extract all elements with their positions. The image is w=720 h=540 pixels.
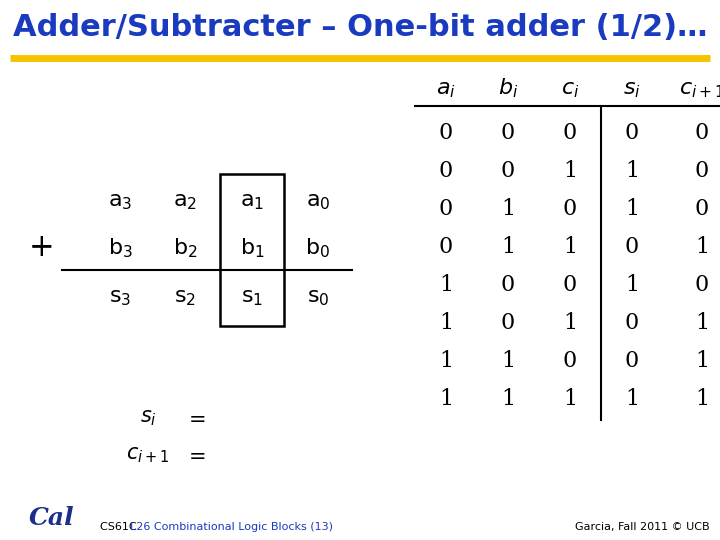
Text: 1: 1 [625,160,639,181]
Text: 1: 1 [439,388,453,410]
Text: $\mathrm{b}_3$: $\mathrm{b}_3$ [107,236,132,260]
Text: $\mathrm{a}_1$: $\mathrm{a}_1$ [240,192,264,212]
Text: 0: 0 [439,122,453,144]
Text: L26 Combinational Logic Blocks (13): L26 Combinational Logic Blocks (13) [130,522,333,532]
Text: 1: 1 [625,198,639,220]
Text: 1: 1 [695,388,709,410]
Text: 0: 0 [563,349,577,372]
Text: 0: 0 [625,235,639,258]
Text: $c_{i+1}$: $c_{i+1}$ [679,80,720,100]
Text: 1: 1 [563,388,577,410]
Text: 1: 1 [563,160,577,181]
Text: $\mathrm{s}_3$: $\mathrm{s}_3$ [109,288,131,308]
Text: 1: 1 [501,198,515,220]
Text: $\mathrm{b}_0$: $\mathrm{b}_0$ [305,236,330,260]
Text: 0: 0 [695,198,709,220]
Text: $s_i$: $s_i$ [623,80,641,100]
Text: 0: 0 [501,312,515,334]
Text: 1: 1 [501,349,515,372]
Text: 1: 1 [695,235,709,258]
Text: $\mathrm{s}_0$: $\mathrm{s}_0$ [307,288,329,308]
Text: 0: 0 [695,274,709,295]
Text: 1: 1 [501,235,515,258]
Text: 0: 0 [439,235,453,258]
Text: 0: 0 [563,198,577,220]
Text: 1: 1 [439,274,453,295]
Text: $c_{i+1}$: $c_{i+1}$ [126,445,170,465]
Text: Adder/Subtracter – One-bit adder (1/2)…: Adder/Subtracter – One-bit adder (1/2)… [13,14,707,43]
Text: $a_i$: $a_i$ [436,80,456,100]
Text: 0: 0 [563,274,577,295]
Text: $\mathrm{a}_0$: $\mathrm{a}_0$ [306,192,330,212]
Text: 1: 1 [501,388,515,410]
Text: $\mathrm{a}_2$: $\mathrm{a}_2$ [173,192,197,212]
Text: 1: 1 [625,388,639,410]
Text: $s_i$: $s_i$ [140,408,156,428]
Text: 0: 0 [625,349,639,372]
Text: $=$: $=$ [184,408,206,428]
Text: 1: 1 [695,349,709,372]
Text: 1: 1 [563,312,577,334]
Text: 0: 0 [625,312,639,334]
Text: 1: 1 [563,235,577,258]
Text: 0: 0 [695,160,709,181]
Text: $c_i$: $c_i$ [561,80,579,100]
Text: 0: 0 [439,160,453,181]
Text: CS61C: CS61C [100,522,140,532]
Text: $b_i$: $b_i$ [498,76,518,100]
Text: $=$: $=$ [184,445,206,465]
Text: 0: 0 [563,122,577,144]
Text: $\mathrm{s}_1$: $\mathrm{s}_1$ [241,288,263,308]
Text: 1: 1 [439,349,453,372]
Text: $\mathrm{a}_3$: $\mathrm{a}_3$ [108,192,132,212]
Text: 1: 1 [695,312,709,334]
Text: $\mathrm{b}_1$: $\mathrm{b}_1$ [240,236,264,260]
Text: 0: 0 [501,274,515,295]
Text: 1: 1 [625,274,639,295]
Text: Garcia, Fall 2011 © UCB: Garcia, Fall 2011 © UCB [575,522,710,532]
Text: 0: 0 [695,122,709,144]
Text: 0: 0 [501,122,515,144]
Text: $\mathrm{b}_2$: $\mathrm{b}_2$ [173,236,197,260]
Text: +: + [30,233,55,264]
Text: 0: 0 [501,160,515,181]
Text: $\mathrm{s}_2$: $\mathrm{s}_2$ [174,288,196,308]
Text: 0: 0 [625,122,639,144]
Text: Cal: Cal [30,506,75,530]
Text: 0: 0 [439,198,453,220]
Text: 1: 1 [439,312,453,334]
